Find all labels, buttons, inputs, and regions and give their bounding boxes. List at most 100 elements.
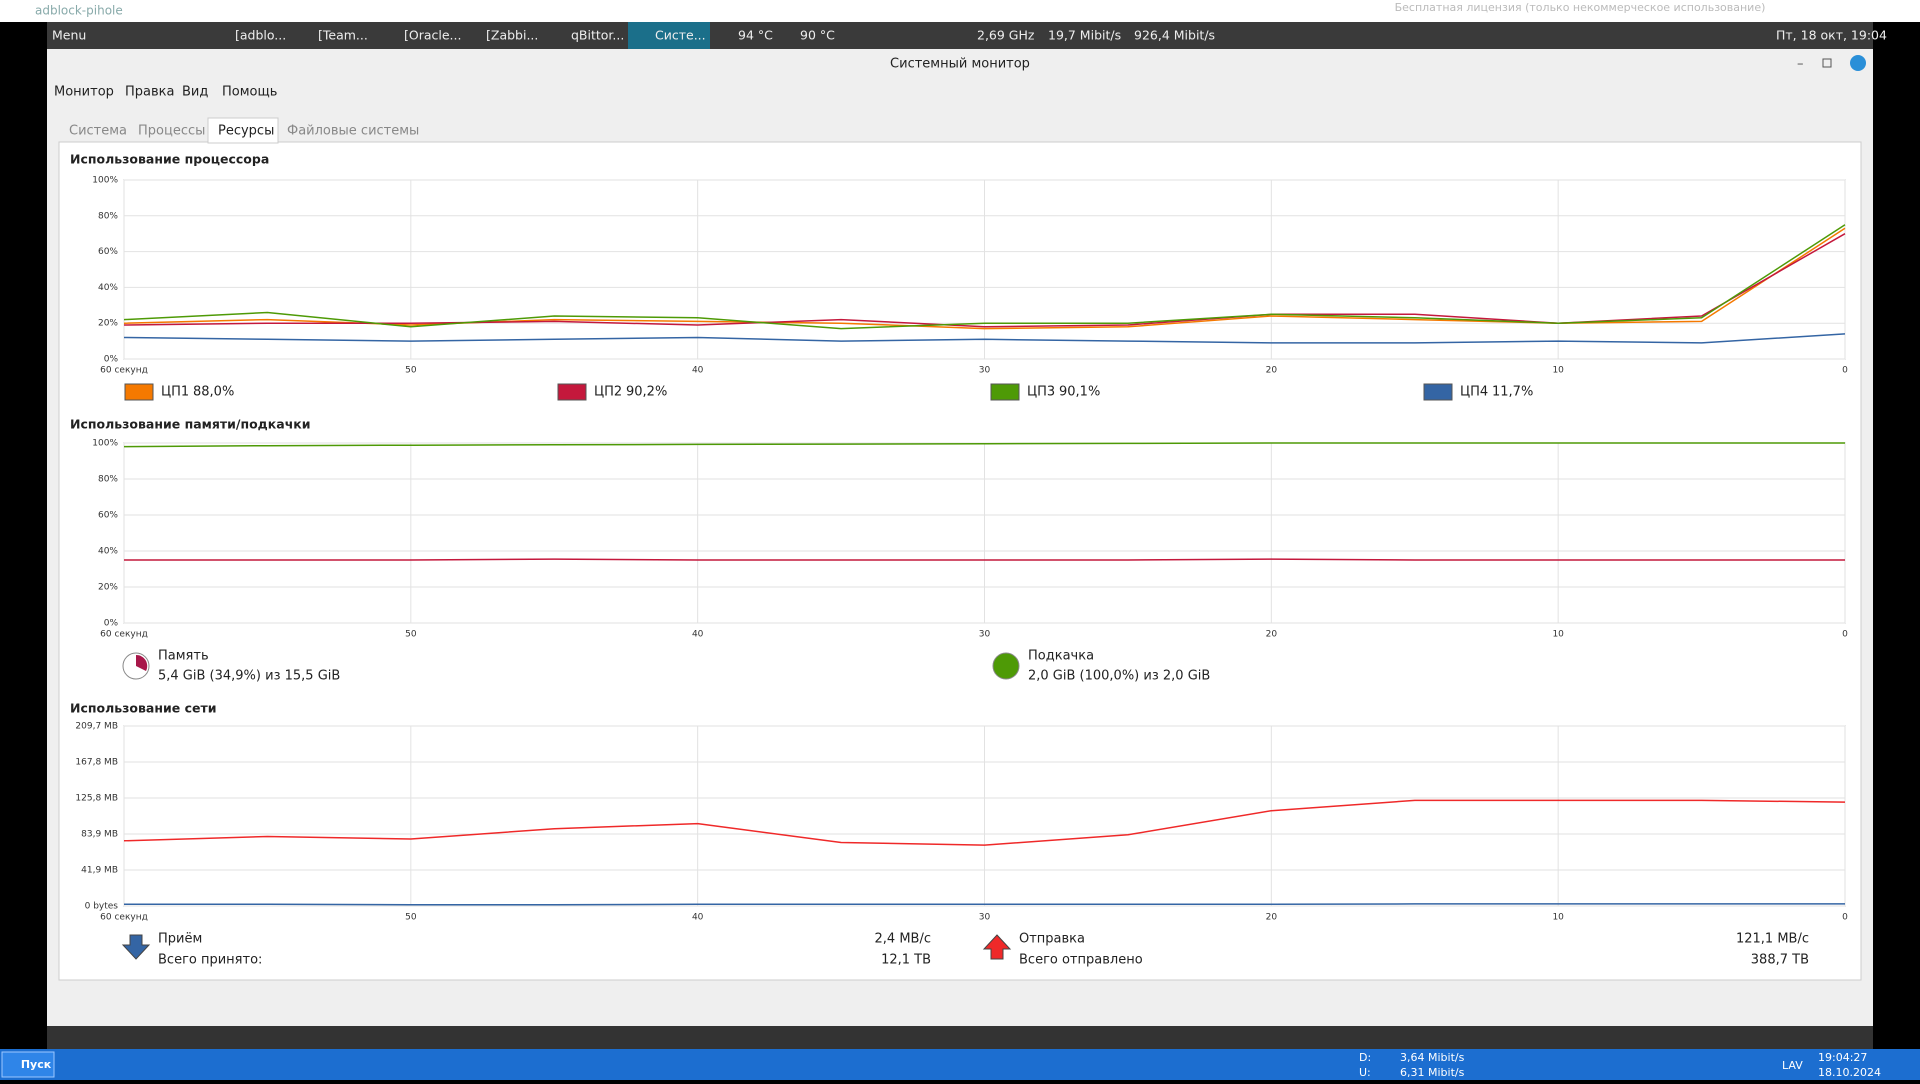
y-tick-label: 167,8 MB — [75, 757, 118, 767]
x-tick-label: 60 секунд — [100, 913, 148, 923]
legend-name: Отправка — [1019, 932, 1085, 947]
menu-item[interactable]: Помощь — [222, 85, 277, 100]
chart-title: Использование сети — [70, 701, 216, 716]
x-tick-label: 30 — [979, 366, 991, 376]
taskbar-date: 18.10.2024 — [1818, 1066, 1881, 1079]
legend-name: Подкачка — [1028, 649, 1094, 664]
series-line — [124, 903, 1845, 906]
y-tick-label: 60% — [98, 247, 118, 257]
net-d-value: 3,64 Mibit/s — [1400, 1051, 1465, 1064]
task-button[interactable]: [adblo... — [235, 28, 286, 43]
legend-value: 5,4 GiB (34,9%) из 15,5 GiB — [158, 669, 340, 684]
close-button[interactable] — [1850, 55, 1866, 71]
task-button[interactable]: Систе... — [655, 28, 706, 43]
x-tick-label: 50 — [405, 366, 417, 376]
net-down: 19,7 Mibit/s — [1048, 28, 1121, 43]
tab[interactable]: Система — [69, 124, 127, 139]
x-tick-label: 40 — [692, 630, 704, 640]
x-tick-label: 10 — [1552, 913, 1564, 923]
x-tick-label: 10 — [1552, 630, 1564, 640]
y-tick-label: 83,9 MB — [81, 829, 118, 839]
y-tick-label: 40% — [98, 547, 118, 557]
cpu-freq: 2,69 GHz — [977, 28, 1035, 43]
tab[interactable]: Ресурсы — [218, 124, 274, 139]
taskbar — [0, 1049, 1920, 1080]
x-tick-label: 50 — [405, 913, 417, 923]
legend-value: 11,7% — [1492, 385, 1533, 400]
keyboard-layout[interactable]: LAV — [1782, 1059, 1803, 1072]
legend-name: ЦП3 — [1027, 385, 1055, 400]
legend-name: Приём — [158, 932, 202, 947]
menu-item[interactable]: Правка — [125, 85, 174, 100]
y-tick-label: 0% — [104, 619, 119, 629]
minimize-button[interactable]: – — [1797, 57, 1804, 72]
legend-swatch[interactable] — [124, 383, 154, 401]
tab[interactable]: Файловые системы — [287, 124, 419, 139]
menu-item[interactable]: Монитор — [54, 85, 114, 100]
task-button[interactable]: [Oracle... — [404, 28, 461, 43]
series-line — [123, 333, 1846, 344]
net-up: 926,4 Mibit/s — [1134, 28, 1215, 43]
clock: Пт, 18 окт, 19:04 — [1776, 28, 1887, 43]
y-tick-label: 80% — [98, 211, 118, 221]
legend-swatch[interactable] — [1423, 383, 1453, 401]
task-button[interactable]: qBittor... — [571, 28, 624, 43]
y-tick-label: 20% — [98, 583, 118, 593]
series-line — [123, 442, 1845, 448]
legend-value: 2,0 GiB (100,0%) из 2,0 GiB — [1028, 669, 1210, 684]
legend-name: ЦП1 — [161, 385, 189, 400]
legend-icon[interactable] — [121, 934, 151, 960]
y-tick-label: 60% — [98, 511, 118, 521]
y-tick-label: 100% — [92, 176, 118, 186]
y-tick-label: 40% — [98, 283, 118, 293]
panel-menu[interactable]: Menu — [52, 28, 86, 43]
active-task-bg — [628, 22, 710, 49]
temperature: 94 °C — [738, 28, 773, 43]
y-tick-label: 80% — [98, 475, 118, 485]
x-tick-label: 40 — [692, 913, 704, 923]
legend-icon[interactable] — [982, 934, 1012, 960]
y-tick-label: 100% — [92, 439, 118, 449]
y-tick-label: 125,8 MB — [75, 794, 118, 804]
legend-value: 2,4 MB/с — [875, 932, 931, 947]
status-strip — [47, 1026, 1873, 1049]
x-tick-label: 30 — [979, 913, 991, 923]
legend-icon-wedge — [136, 654, 148, 671]
task-button[interactable]: [Zabbi... — [486, 28, 538, 43]
maximize-button[interactable] — [1822, 58, 1832, 68]
series-line — [123, 224, 1846, 330]
net-u-label: U: — [1359, 1066, 1371, 1079]
y-tick-label: 41,9 MB — [81, 866, 118, 876]
top-panel — [47, 22, 1873, 49]
x-tick-label: 60 секунд — [100, 630, 148, 640]
tab[interactable]: Процессы — [138, 124, 205, 139]
x-tick-label: 0 — [1842, 913, 1848, 923]
x-tick-label: 50 — [405, 630, 417, 640]
legend-total-label: Всего отправлено — [1019, 953, 1143, 968]
task-button[interactable]: [Team... — [318, 28, 368, 43]
y-tick-label: 209,7 MB — [75, 722, 118, 732]
legend-total-label: Всего принято: — [158, 953, 262, 968]
legend-swatch[interactable] — [557, 383, 587, 401]
chart-title: Использование памяти/подкачки — [70, 417, 311, 432]
x-tick-label: 20 — [1266, 913, 1278, 923]
legend-icon[interactable] — [992, 652, 1020, 680]
y-tick-label: 20% — [98, 319, 118, 329]
start-button[interactable] — [1, 1051, 55, 1078]
x-tick-label: 10 — [1552, 366, 1564, 376]
active-tab — [207, 117, 279, 144]
net-d-label: D: — [1359, 1051, 1371, 1064]
start-label[interactable]: Пуск — [21, 1058, 52, 1071]
legend-name: ЦП4 — [1460, 385, 1488, 400]
x-tick-label: 0 — [1842, 630, 1848, 640]
x-tick-label: 0 — [1842, 366, 1848, 376]
legend-value: 90,1% — [1059, 385, 1100, 400]
legend-value: 121,1 MB/с — [1736, 932, 1809, 947]
menu-item[interactable]: Вид — [182, 85, 208, 100]
legend-total: 12,1 TB — [881, 953, 931, 968]
y-tick-label: 0 bytes — [85, 902, 119, 912]
taskbar-time: 19:04:27 — [1818, 1051, 1867, 1064]
legend-swatch[interactable] — [990, 383, 1020, 401]
y-tick-label: 0% — [104, 355, 119, 365]
